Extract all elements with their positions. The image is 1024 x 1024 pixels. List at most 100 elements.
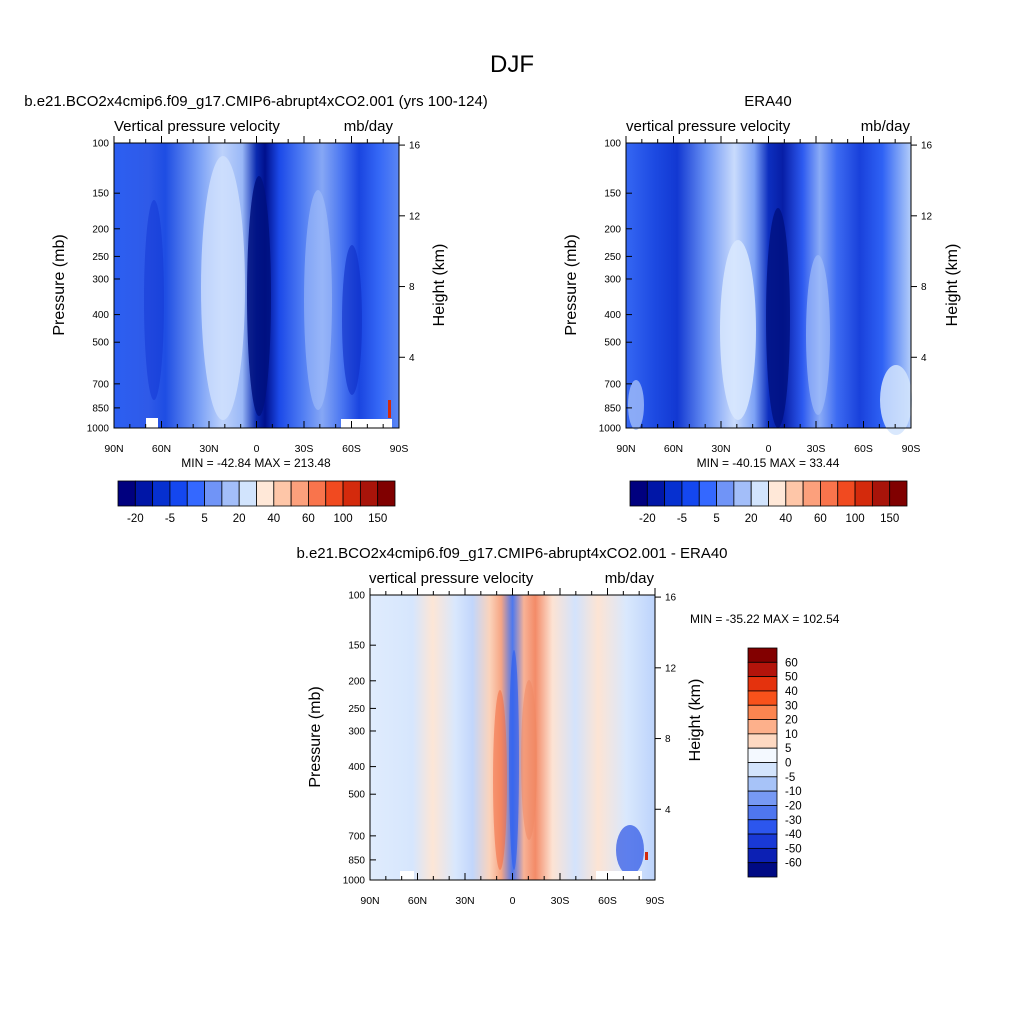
- panel-diff-axes: 100 150 200 250 300 400 500 700 850 1000 16 12 8 4 90N…: [343, 588, 677, 907]
- panel-obs-ylabel-right: Height (km): [944, 244, 961, 327]
- colorbar-swatch: [768, 480, 787, 507]
- colorbar-label: 150: [368, 513, 387, 525]
- x-tick-label: 30S: [551, 895, 570, 907]
- panel-model-field-storm-sh: [342, 245, 362, 395]
- colorbar-label: 0: [785, 758, 791, 770]
- panel-obs-stats: MIN = -40.15 MAX = 33.44: [697, 456, 840, 470]
- panel-diff: b.e21.BCO2x4cmip6.f09_g17.CMIP6-abrupt4x…: [296, 545, 839, 907]
- y-tick-label: 250: [604, 252, 621, 263]
- colorbar-label: 20: [745, 513, 758, 525]
- y-tick-label: 250: [348, 704, 365, 715]
- colorbar-label: 60: [785, 657, 798, 669]
- y-right-tick-label: 12: [409, 211, 421, 222]
- y-tick-label: 500: [604, 338, 621, 349]
- colorbar-swatch: [629, 480, 648, 507]
- y-right-tick-label: 12: [921, 211, 933, 222]
- colorbar-swatch: [747, 661, 778, 678]
- colorbar-swatch: [377, 480, 396, 507]
- colorbar-swatch: [747, 704, 778, 720]
- y-right-tick-label: 8: [409, 282, 415, 293]
- panel-model-field-storm-nh: [144, 200, 164, 400]
- colorbar-swatch: [698, 480, 717, 507]
- colorbar-swatch: [854, 480, 873, 507]
- colorbar-swatch: [359, 480, 379, 507]
- colorbar-label: -5: [165, 513, 175, 525]
- panel-obs-colorbar: -20 -5 5 20 40 60 100 150: [629, 480, 908, 525]
- colorbar-swatch: [169, 480, 188, 507]
- x-tick-label: 60N: [152, 443, 171, 455]
- y-tick-label: 700: [604, 379, 621, 390]
- colorbar-swatch: [256, 480, 275, 507]
- panel-model-colorbar: -20 -5 5 20 40 60 100 150: [117, 480, 396, 525]
- panel-model-ylabel-right: Height (km): [431, 244, 448, 327]
- panel-model-field-descent-nh: [201, 156, 245, 420]
- colorbar-swatch: [204, 480, 223, 507]
- panel-diff-field-pos-sh: [521, 680, 537, 840]
- colorbar-swatch: [747, 733, 778, 749]
- colorbar-swatch: [290, 480, 309, 507]
- colorbar-swatch: [646, 480, 666, 507]
- colorbar-label: 20: [233, 513, 246, 525]
- y-tick-label: 200: [348, 676, 365, 687]
- colorbar-label: -40: [785, 829, 802, 841]
- y-tick-label: 1000: [87, 424, 110, 435]
- colorbar-label: 5: [713, 513, 719, 525]
- colorbar-swatch: [152, 480, 171, 507]
- colorbar-label: 30: [785, 700, 798, 712]
- x-tick-label: 90N: [616, 443, 635, 455]
- y-tick-label: 250: [92, 252, 109, 263]
- x-tick-label: 60N: [408, 895, 427, 907]
- colorbar-swatch: [186, 480, 205, 507]
- colorbar-swatch: [681, 480, 700, 507]
- colorbar-swatch: [308, 480, 327, 507]
- colorbar-label: -10: [785, 786, 802, 798]
- panel-diff-variable-label: vertical pressure velocity: [369, 570, 534, 587]
- panel-diff-field: [370, 595, 655, 880]
- y-right-tick-label: 16: [665, 593, 677, 604]
- y-tick-label: 200: [604, 224, 621, 235]
- colorbar-label: 150: [880, 513, 899, 525]
- panel-model-field-ascent-core: [247, 176, 271, 416]
- colorbar-label: 5: [201, 513, 207, 525]
- panel-model-antarctic-mask: [341, 419, 392, 428]
- colorbar-swatch: [785, 480, 804, 507]
- y-tick-label: 850: [604, 403, 621, 414]
- y-tick-label: 300: [92, 274, 109, 285]
- x-tick-label: 0: [254, 443, 260, 455]
- panel-model-units-label: mb/day: [344, 118, 394, 135]
- x-tick-label: 90S: [390, 443, 409, 455]
- panel-diff-stats: MIN = -35.22 MAX = 102.54: [690, 612, 840, 626]
- x-tick-label: 90N: [104, 443, 123, 455]
- panel-obs-field-descent-sh: [806, 255, 830, 415]
- figure-title: DJF: [490, 51, 534, 78]
- colorbar-label: -50: [785, 843, 802, 855]
- y-right-tick-label: 8: [665, 734, 671, 745]
- panel-model-stats: MIN = -42.84 MAX = 213.48: [181, 456, 331, 470]
- colorbar-swatch: [747, 719, 778, 735]
- colorbar-swatch: [273, 480, 292, 507]
- colorbar-swatch: [733, 480, 752, 507]
- colorbar-swatch: [342, 480, 361, 507]
- y-tick-label: 850: [92, 403, 109, 414]
- panel-diff-ylabel: Pressure (mb): [307, 686, 324, 787]
- y-tick-label: 150: [348, 641, 365, 652]
- panel-model-ylabel: Pressure (mb): [51, 234, 68, 335]
- y-right-tick-label: 12: [665, 663, 677, 674]
- colorbar-label: 20: [785, 715, 798, 727]
- y-tick-label: 1000: [343, 876, 366, 887]
- colorbar-swatch: [820, 480, 839, 507]
- colorbar-label: 40: [267, 513, 280, 525]
- x-tick-label: 60S: [854, 443, 873, 455]
- y-tick-label: 150: [92, 189, 109, 200]
- panel-model-axes: 100 150 200 250 300 400 500 700 850 1000 16 12 8 4 90N…: [87, 136, 421, 455]
- colorbar-swatch: [664, 480, 683, 507]
- colorbar-swatch: [747, 647, 778, 663]
- panel-diff-field-pos-nh: [493, 690, 507, 870]
- x-tick-label: 30S: [807, 443, 826, 455]
- panel-model-variable-label: Vertical pressure velocity: [114, 118, 280, 135]
- colorbar-label: 60: [814, 513, 827, 525]
- colorbar-swatch: [134, 480, 154, 507]
- panel-obs-field-antarctic: [880, 365, 912, 435]
- panel-diff-max-marker: [645, 852, 648, 860]
- colorbar-label: -20: [127, 513, 144, 525]
